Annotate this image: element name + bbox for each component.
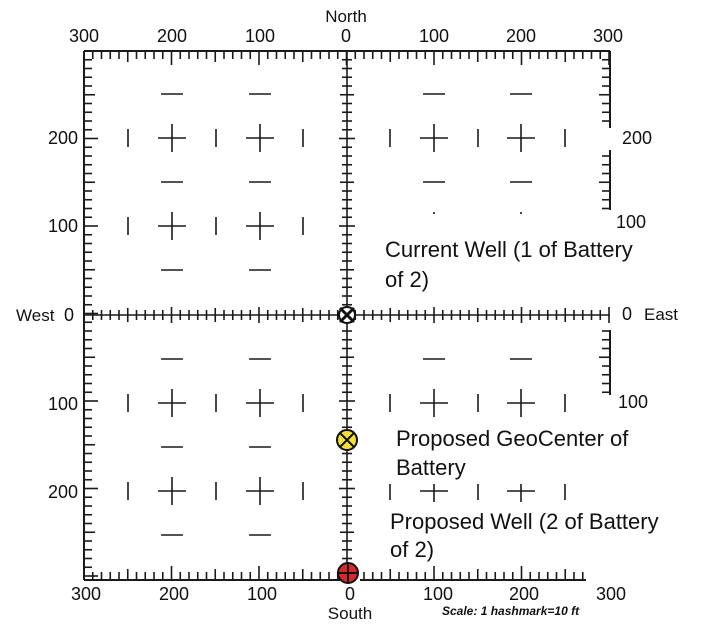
geocenter-annotation: Proposed GeoCenter of Battery: [396, 426, 629, 480]
left-tick-label: 200: [48, 128, 78, 148]
scale-note: Scale: 1 hashmark=10 ft: [442, 604, 580, 618]
left-axis-labels: 200 100 0 100 200: [48, 128, 78, 502]
top-tick-label: 100: [245, 26, 275, 46]
east-label: East: [644, 305, 678, 324]
top-tick-label: 200: [506, 26, 536, 46]
proposed-well-annotation: Proposed Well (2 of Battery of 2): [390, 509, 659, 562]
bottom-tick-label: 300: [71, 584, 101, 604]
bottom-tick-label: 200: [159, 584, 189, 604]
bottom-tick-label: 200: [509, 584, 539, 604]
right-tick-label: 0: [622, 304, 632, 324]
current-well-marker: [338, 306, 356, 324]
label-mask-2: [382, 418, 628, 484]
bottom-axis-labels: 300 200 100 0 100 200 300: [71, 584, 626, 604]
label-mask-3: [382, 502, 628, 566]
current-well-label-line2: of 2): [385, 267, 429, 292]
right-axis-labels: 200 100 0 100: [616, 128, 652, 412]
top-tick-label: 300: [593, 26, 623, 46]
proposed-well-label-line2: of 2): [390, 537, 434, 562]
x-mark: [339, 432, 355, 448]
x-mark: [338, 306, 356, 324]
left-tick-label: 0: [64, 305, 74, 325]
bottom-tick-label: 0: [345, 584, 355, 604]
right-tick-label: 100: [616, 212, 646, 232]
top-tick-label: 300: [69, 26, 99, 46]
bottom-tick-label: 100: [247, 584, 277, 604]
current-well-annotation: Current Well (1 of Battery of 2): [385, 237, 633, 292]
geocenter-label-line1: Proposed GeoCenter of: [396, 426, 629, 451]
right-tick-label: 100: [618, 392, 648, 412]
south-label: South: [328, 604, 372, 623]
bottom-tick-label: 100: [423, 584, 453, 604]
geocenter-label-line2: Battery: [396, 455, 466, 480]
plus-mark: [339, 564, 357, 582]
right-tick-label: 200: [622, 128, 652, 148]
well-markers: [336, 306, 359, 584]
west-label: West: [16, 306, 55, 325]
left-tick-label: 100: [48, 394, 78, 414]
top-tick-label: 100: [419, 26, 449, 46]
top-axis-labels: 300 200 100 0 100 200 300: [69, 26, 623, 46]
bottom-tick-label: 300: [596, 584, 626, 604]
top-tick-label: 200: [157, 26, 187, 46]
left-tick-label: 100: [48, 216, 78, 236]
label-mask: [372, 214, 618, 296]
proposed-well-label-line1: Proposed Well (2 of Battery: [390, 509, 659, 534]
geocenter-marker: [336, 429, 358, 451]
left-tick-label: 200: [48, 482, 78, 502]
north-label: North: [325, 7, 367, 26]
proposed-well-marker: [337, 562, 359, 584]
top-tick-label: 0: [341, 26, 351, 46]
current-well-label-line1: Current Well (1 of Battery: [385, 237, 633, 262]
